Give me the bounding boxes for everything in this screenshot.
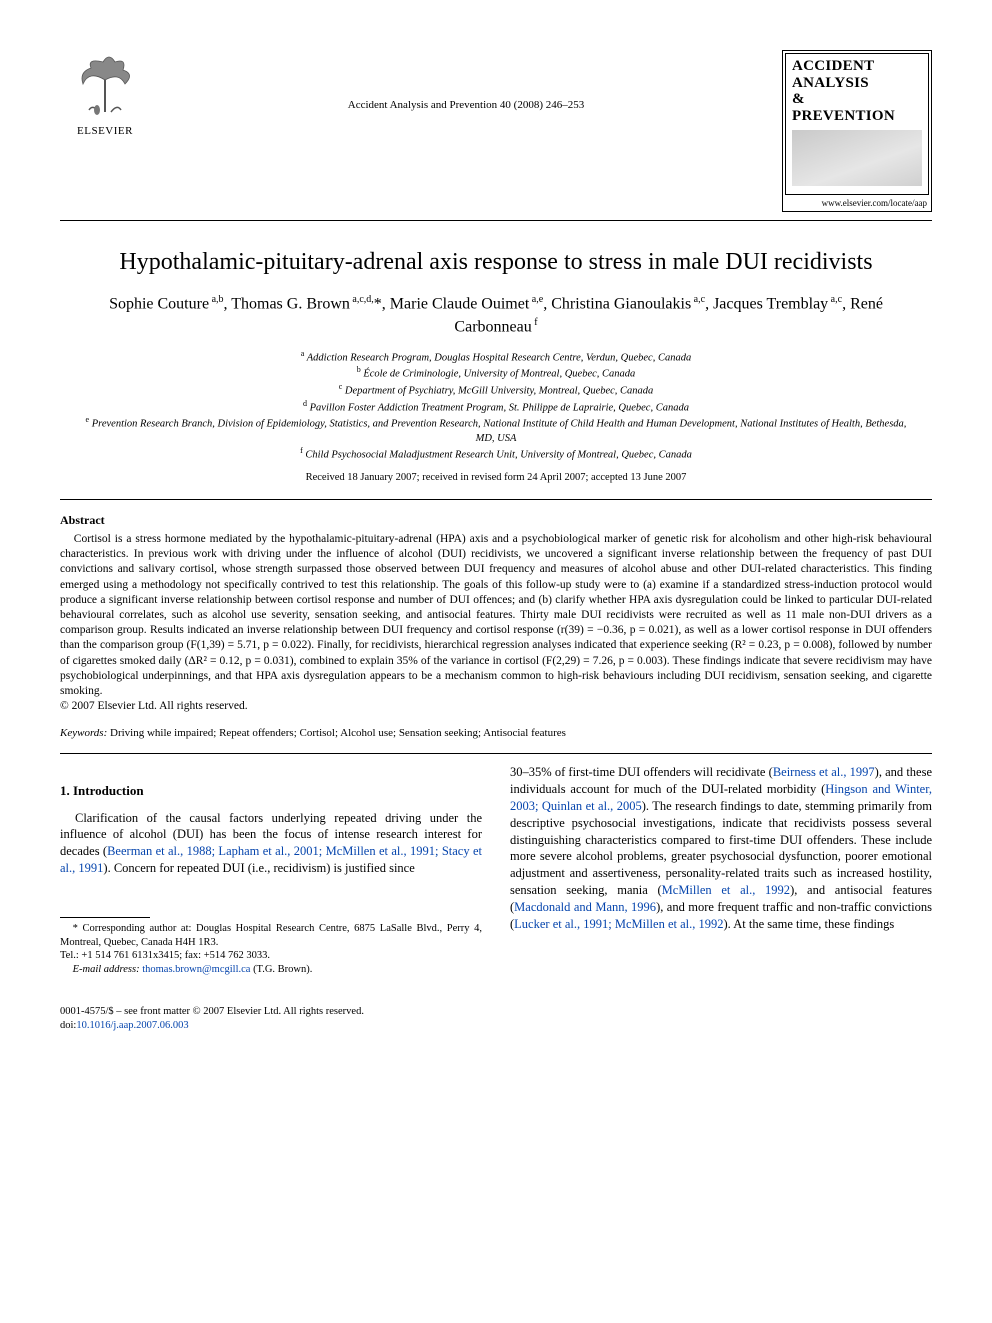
column-left: 1. Introduction Clarification of the cau… — [60, 764, 482, 977]
intro-text: ). Concern for repeated DUI (i.e., recid… — [103, 861, 414, 875]
affiliation-line: e Prevention Research Branch, Division o… — [80, 415, 912, 446]
corresponding-author: * Corresponding author at: Douglas Hospi… — [60, 922, 482, 949]
citation-link[interactable]: Macdonald and Mann, 1996 — [514, 900, 656, 914]
abstract-body: Cortisol is a stress hormone mediated by… — [60, 532, 932, 699]
publisher-name: ELSEVIER — [77, 124, 133, 139]
keywords: Keywords: Driving while impaired; Repeat… — [60, 726, 932, 741]
email-who: (T.G. Brown). — [253, 964, 312, 975]
rule-after-dates — [60, 499, 932, 500]
affiliation-line: d Pavillon Foster Addiction Treatment Pr… — [80, 399, 912, 416]
email-link[interactable]: thomas.brown@mcgill.ca — [142, 964, 250, 975]
header-row: ELSEVIER Accident Analysis and Preventio… — [60, 50, 932, 212]
affiliations: a Addiction Research Program, Douglas Ho… — [80, 349, 912, 463]
journal-title-l2: ANALYSIS — [792, 75, 922, 92]
doi-link[interactable]: 10.1016/j.aap.2007.06.003 — [76, 1020, 188, 1031]
intro-heading: 1. Introduction — [60, 782, 482, 800]
doi-label: doi: — [60, 1020, 76, 1031]
citation-link[interactable]: Beirness et al., 1997 — [773, 765, 875, 779]
front-matter-line: 0001-4575/$ – see front matter © 2007 El… — [60, 1005, 932, 1019]
article-dates: Received 18 January 2007; received in re… — [60, 471, 932, 485]
doi-line: doi:10.1016/j.aap.2007.06.003 — [60, 1019, 932, 1033]
journal-title-l1: ACCIDENT — [792, 58, 922, 75]
journal-url[interactable]: www.elsevier.com/locate/aap — [785, 195, 929, 211]
elsevier-tree-icon — [69, 50, 141, 122]
citation-link[interactable]: McMillen et al., 1992 — [662, 883, 790, 897]
journal-title-l3: & — [792, 91, 922, 108]
body-two-column: 1. Introduction Clarification of the cau… — [60, 764, 932, 977]
publisher-logo: ELSEVIER — [60, 50, 150, 139]
keywords-text: Driving while impaired; Repeat offenders… — [110, 727, 566, 739]
affiliation-line: f Child Psychosocial Maladjustment Resea… — [80, 446, 912, 463]
footnotes: * Corresponding author at: Douglas Hospi… — [60, 922, 482, 977]
rule-after-keywords — [60, 753, 932, 754]
journal-citation: Accident Analysis and Prevention 40 (200… — [150, 50, 782, 113]
abstract-heading: Abstract — [60, 512, 932, 528]
affiliation-line: a Addiction Research Program, Douglas Ho… — [80, 349, 912, 366]
article-title: Hypothalamic-pituitary-adrenal axis resp… — [100, 247, 892, 277]
intro-text: 30–35% of first-time DUI offenders will … — [510, 765, 773, 779]
intro-para-1: Clarification of the causal factors unde… — [60, 810, 482, 878]
abstract-copyright: © 2007 Elsevier Ltd. All rights reserved… — [60, 699, 932, 714]
journal-cover-box: ACCIDENT ANALYSIS & PREVENTION www.elsev… — [782, 50, 932, 212]
journal-cover-thumb — [792, 130, 922, 186]
column-right: 30–35% of first-time DUI offenders will … — [510, 764, 932, 977]
journal-title-l4: PREVENTION — [792, 108, 922, 125]
affiliation-line: b École de Criminologie, University of M… — [80, 365, 912, 382]
authors: Sophie Couture a,b, Thomas G. Brown a,c,… — [90, 293, 902, 338]
intro-para-1-cont: 30–35% of first-time DUI offenders will … — [510, 764, 932, 933]
top-rule — [60, 220, 932, 221]
keywords-label: Keywords: — [60, 727, 107, 739]
page-footer: 0001-4575/$ – see front matter © 2007 El… — [60, 1005, 932, 1033]
email-line: E-mail address: thomas.brown@mcgill.ca (… — [60, 963, 482, 977]
footnote-rule — [60, 917, 150, 918]
intro-text: ). At the same time, these findings — [724, 917, 895, 931]
email-label: E-mail address: — [73, 964, 140, 975]
citation-link[interactable]: Lucker et al., 1991; McMillen et al., 19… — [514, 917, 723, 931]
affiliation-line: c Department of Psychiatry, McGill Unive… — [80, 382, 912, 399]
tel-fax: Tel.: +1 514 761 6131x3415; fax: +514 76… — [60, 949, 482, 963]
